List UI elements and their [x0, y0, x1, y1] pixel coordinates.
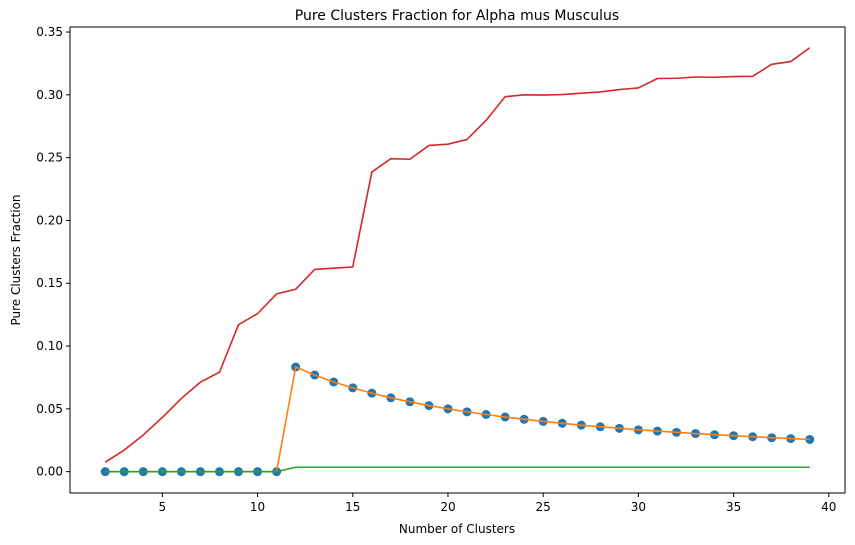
x-axis-label: Number of Clusters [399, 522, 515, 536]
y-tick-label: 0.25 [36, 151, 63, 165]
y-tick-label: 0.30 [36, 88, 63, 102]
series-2 [105, 466, 810, 473]
series-line [105, 466, 810, 473]
x-tick-label: 35 [726, 500, 741, 514]
x-axis: 5 10 15 20 25 30 35 40 [159, 493, 836, 514]
scatter-point [100, 467, 110, 477]
series-3 [104, 47, 811, 463]
y-tick-label: 0.00 [36, 465, 63, 479]
x-tick-label: 20 [440, 500, 455, 514]
y-tick-label: 0.15 [36, 276, 63, 290]
y-tick-label: 0.05 [36, 402, 63, 416]
y-tick-label: 0.20 [36, 213, 63, 227]
series-layer [100, 47, 815, 477]
x-tick-label: 15 [345, 500, 360, 514]
chart-title: Pure Clusters Fraction for Alpha mus Mus… [295, 8, 619, 24]
scatter-point [805, 434, 815, 444]
y-axis: 0.00 0.05 0.10 0.15 0.20 0.25 0.30 0.35 [36, 25, 70, 479]
x-tick-label: 40 [821, 500, 836, 514]
plot-frame [69, 26, 846, 494]
x-tick-label: 25 [536, 500, 551, 514]
x-tick-label: 5 [159, 500, 167, 514]
series-line [104, 47, 811, 463]
x-tick-label: 10 [250, 500, 265, 514]
y-tick-label: 0.35 [36, 25, 63, 39]
x-tick-label: 30 [631, 500, 646, 514]
y-axis-label: Pure Clusters Fraction [9, 194, 23, 325]
y-tick-label: 0.10 [36, 339, 63, 353]
